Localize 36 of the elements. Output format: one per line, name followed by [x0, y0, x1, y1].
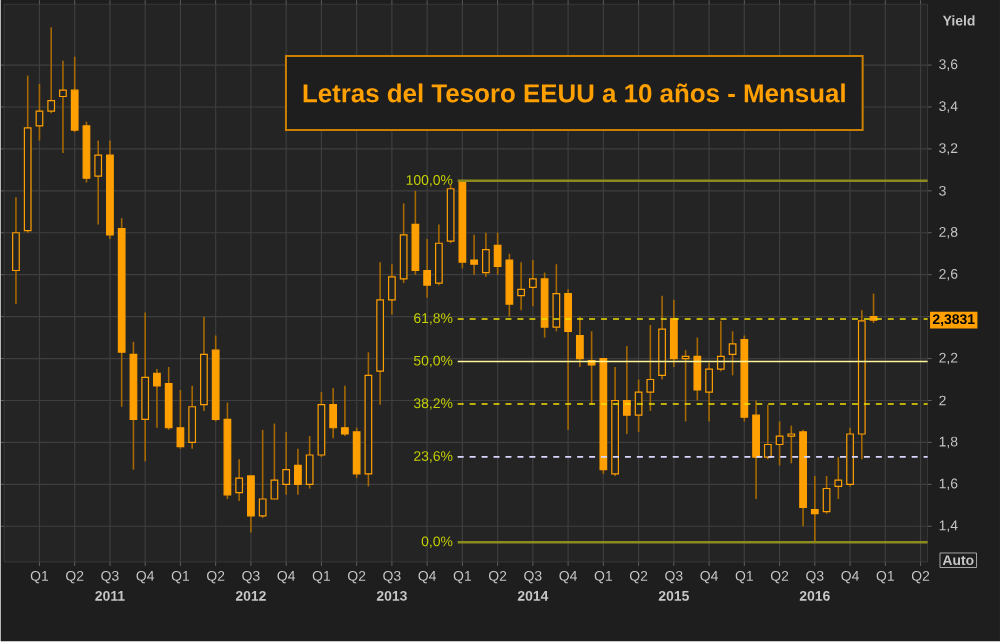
candlestick: [622, 345, 631, 436]
text: Letras del Tesoro EEUU a 10 años - Mensual: [303, 83, 845, 103]
candlestick: [47, 26, 56, 115]
candlestick: [470, 234, 479, 276]
candlestick: [705, 362, 713, 423]
candlestick: [752, 399, 760, 501]
candlestick: [94, 139, 103, 226]
candlestick: [810, 475, 819, 545]
candlestick: [12, 196, 20, 306]
candlestick: [716, 320, 725, 373]
candlestick: [834, 456, 843, 501]
candlestick: [423, 238, 432, 299]
candlestick: [822, 475, 831, 515]
candlestick: [59, 60, 67, 155]
candlestick: [329, 387, 338, 440]
candlestick: [35, 83, 44, 142]
candlestick: [564, 288, 572, 431]
candlestick: [388, 263, 396, 316]
candlestick: [763, 404, 772, 461]
candlestick: [481, 232, 490, 278]
candlestick: [294, 448, 302, 496]
candlestick: [669, 299, 678, 368]
candlestick: [575, 316, 584, 368]
candlestick: [869, 292, 878, 324]
candlestick: [188, 385, 197, 450]
candlestick: [658, 295, 666, 381]
candlestick: [341, 385, 349, 438]
candlestick: [70, 56, 79, 134]
candlestick: [141, 311, 150, 463]
candlestick: [528, 259, 537, 308]
candlestick: [247, 475, 255, 534]
candlestick: [517, 261, 526, 312]
candlestick: [435, 223, 443, 287]
candlestick: [153, 368, 161, 429]
candlestick: [282, 431, 291, 496]
candlestick: [235, 458, 244, 503]
